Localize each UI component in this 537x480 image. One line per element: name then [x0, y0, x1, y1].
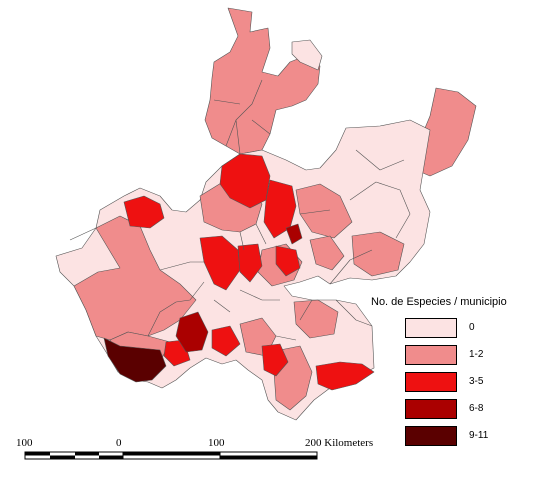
municipality-region — [263, 179, 297, 239]
scale-label-0: 0 — [116, 437, 122, 449]
scale-bar-segment — [123, 452, 220, 456]
municipality-region — [351, 231, 405, 277]
municipality-region — [237, 243, 263, 283]
municipality-boundary — [69, 79, 411, 341]
legend-swatch — [405, 426, 457, 446]
scale-bar-segment — [75, 452, 99, 456]
municipality-region — [204, 7, 321, 155]
municipality-region — [199, 235, 241, 291]
municipality-region — [175, 311, 209, 353]
municipality-region — [103, 337, 167, 383]
municipality-region — [293, 299, 339, 339]
legend-label: 1-2 — [469, 349, 484, 360]
municipality-region — [291, 39, 323, 71]
scale-label-100: 100 — [208, 437, 225, 449]
legend-label: 9-11 — [469, 430, 489, 441]
legend-swatch — [405, 318, 457, 338]
legend-item-9-11: 9-11 — [405, 426, 525, 448]
scale-unit: Kilometers — [324, 437, 374, 449]
municipality-region — [275, 245, 301, 277]
municipality-region — [211, 325, 241, 357]
scale-label-200: 200 Kilometers — [305, 437, 374, 449]
municipality-region — [315, 361, 375, 391]
legend-label: 0 — [469, 322, 475, 333]
municipality-region — [261, 343, 289, 377]
legend-swatch — [405, 345, 457, 365]
legend-title: No. de Especies / municipio — [371, 296, 507, 308]
municipality-region — [123, 195, 165, 229]
legend-item-6-8: 6-8 — [405, 399, 525, 421]
legend-label: 6-8 — [469, 403, 484, 414]
scale-bar-segment — [25, 452, 50, 456]
municipality-region — [285, 223, 303, 245]
legend-item-0: 0 — [405, 318, 525, 340]
scale-bar-segment — [220, 455, 317, 459]
scale-label-100-left: 100 — [16, 437, 33, 449]
legend-item-1-2: 1-2 — [405, 345, 525, 367]
legend-item-3-5: 3-5 — [405, 372, 525, 394]
municipality-region — [309, 235, 345, 271]
scale-bar-segment — [50, 455, 75, 459]
legend-swatch — [405, 372, 457, 392]
scale-bar-segment — [99, 455, 123, 459]
legend-swatch — [405, 399, 457, 419]
legend-label: 3-5 — [469, 376, 484, 387]
